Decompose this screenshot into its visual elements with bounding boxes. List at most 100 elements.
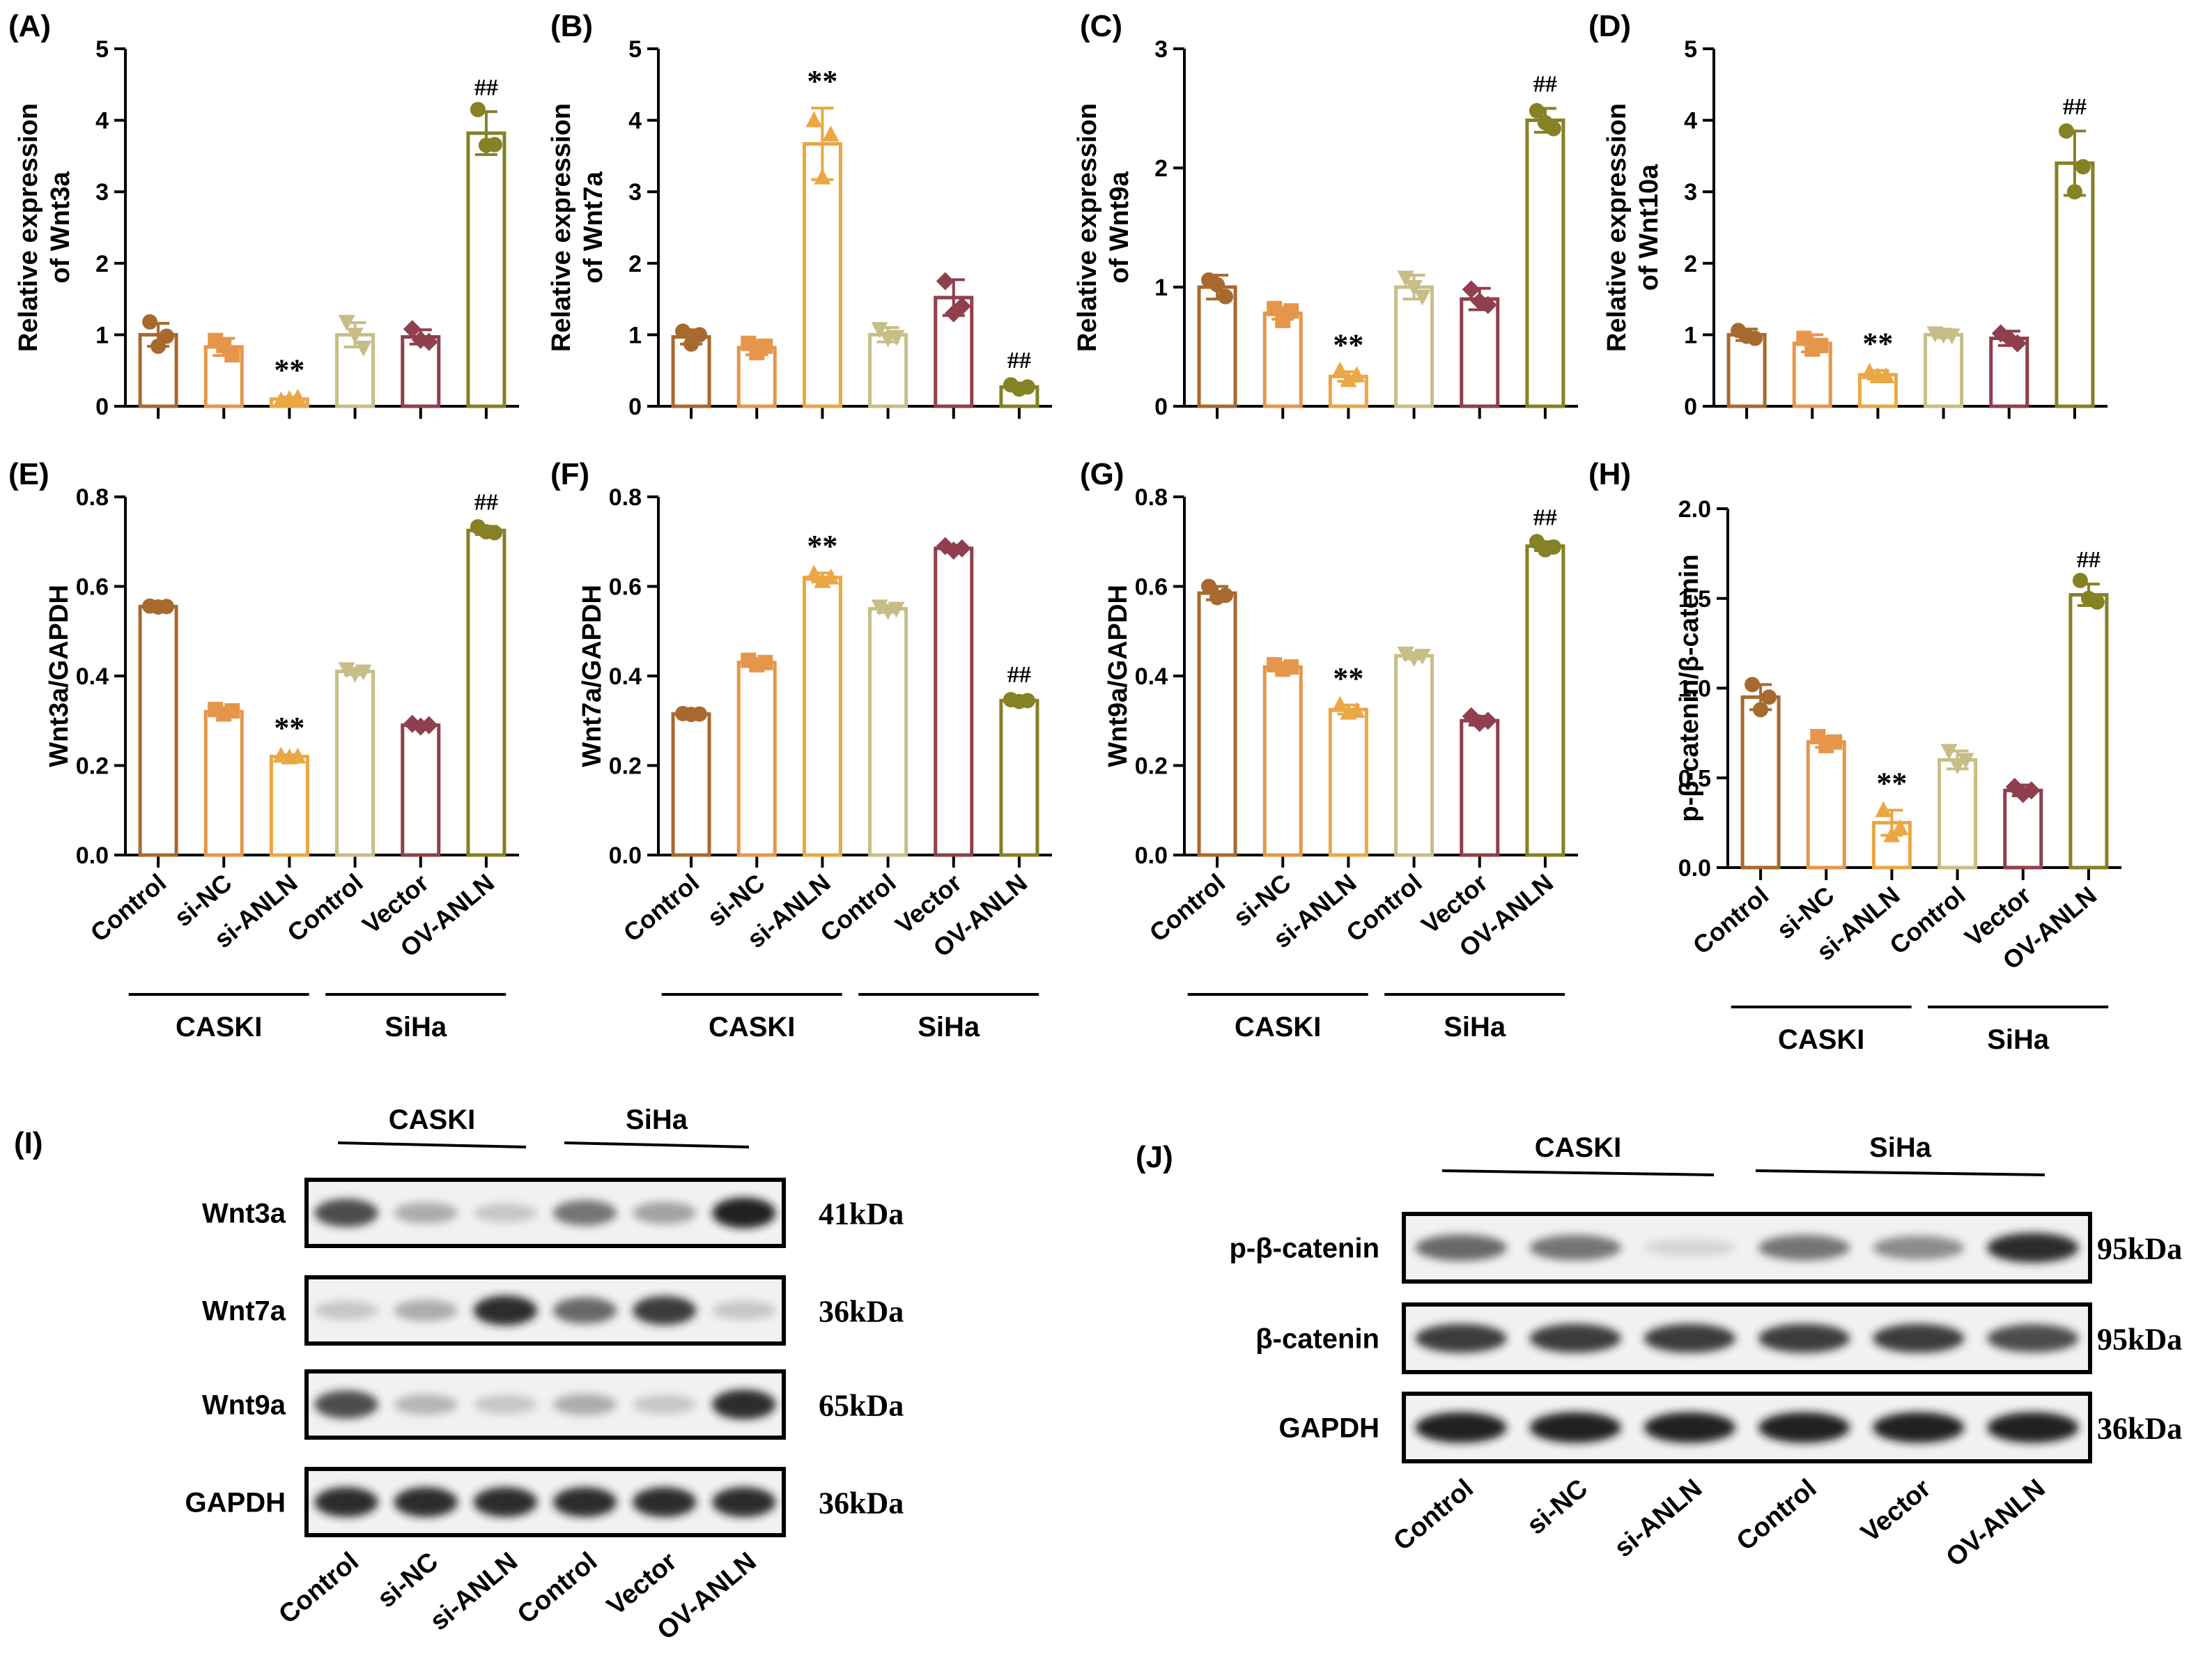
blot-band — [712, 1197, 776, 1229]
significance-hash: ## — [1533, 505, 1557, 530]
data-point — [1940, 744, 1958, 760]
y-tick-label: 3 — [628, 179, 642, 206]
y-axis-label-line: Relative expression — [1602, 103, 1632, 352]
y-tick-label: 2 — [95, 251, 109, 277]
lane-label: Vector — [1856, 1474, 1937, 1548]
bar — [1394, 285, 1434, 408]
y-tick-label: 0.2 — [76, 753, 109, 780]
y-tick-label: 0.8 — [609, 484, 642, 511]
chart-panel-b: (B) 0 1 2 3 4 5 Relative expression of Wnt7a ** ## — [547, 9, 1052, 420]
blot-band — [314, 1199, 378, 1227]
data-point — [1405, 280, 1423, 296]
significance-hash: ## — [1007, 348, 1031, 374]
data-point — [683, 707, 699, 723]
y-tick-label: 1 — [95, 322, 109, 348]
data-point — [1745, 677, 1761, 693]
significance-hash: ## — [474, 75, 498, 100]
y-tick-label: 0 — [628, 394, 642, 420]
data-point — [2080, 590, 2096, 606]
data-point — [1883, 826, 1901, 842]
data-point — [2072, 573, 2088, 588]
data-point — [150, 599, 167, 615]
panel-label: (I) — [14, 1126, 43, 1160]
y-axis-label: Wnt7a/GAPDH — [578, 585, 607, 767]
bar — [1197, 591, 1237, 857]
data-point — [1753, 702, 1769, 718]
bar — [1924, 332, 1964, 408]
group-label: SiHa — [626, 1105, 688, 1135]
blot-band — [394, 1300, 458, 1321]
blot-band — [712, 1390, 776, 1419]
data-point — [1405, 651, 1423, 668]
y-tick-label: 0.6 — [76, 574, 109, 601]
y-tick-label: 0.4 — [609, 663, 642, 690]
blot-band — [552, 1297, 617, 1324]
bar — [138, 604, 178, 857]
lane-label: Control — [1731, 1474, 1822, 1557]
blot-band — [394, 1487, 458, 1517]
data-point — [2066, 184, 2082, 200]
blot-row: Wnt3a 41kDa — [202, 1178, 904, 1248]
data-point — [1739, 328, 1755, 344]
data-point — [478, 524, 494, 540]
y-tick-label: 0 — [1684, 394, 1697, 420]
y-tick-label: 5 — [1684, 36, 1697, 63]
chart-panel-a: (A) 0 1 2 3 4 5 Relative expression of Wnt3a ** ## — [8, 9, 519, 420]
y-tick-label: 0.8 — [1135, 484, 1168, 511]
blot-band — [1987, 1233, 2079, 1263]
blot-row-label: GAPDH — [1279, 1413, 1379, 1444]
data-point — [2000, 329, 2018, 348]
significance-stars: ** — [1333, 328, 1363, 362]
bar — [1806, 740, 1846, 870]
blot-row: GAPDH 36kDa — [185, 1467, 904, 1537]
y-tick-label: 5 — [628, 36, 642, 63]
significance-stars: ** — [1876, 767, 1907, 801]
panel-label: (D) — [1588, 9, 1631, 43]
data-point — [2058, 123, 2074, 139]
blot-row-label: Wnt7a — [202, 1296, 286, 1327]
data-point — [1761, 689, 1777, 705]
y-tick-label: 0.2 — [609, 753, 642, 780]
group-label: CASKI — [1235, 1012, 1321, 1042]
blot-band — [1415, 1412, 1507, 1443]
blot-band — [1529, 1235, 1621, 1261]
data-point — [814, 168, 831, 185]
y-tick-label: 1 — [628, 322, 642, 348]
data-point — [1804, 341, 1820, 357]
bar — [999, 698, 1039, 857]
group-label: SiHa — [385, 1012, 447, 1042]
blot-band — [1643, 1323, 1736, 1353]
data-point — [1201, 578, 1217, 594]
blot-band — [1758, 1412, 1850, 1443]
bar — [1328, 707, 1368, 857]
x-tick-label: Control — [618, 868, 704, 948]
blot-band — [394, 1394, 458, 1415]
panel-label: (A) — [8, 9, 51, 43]
data-point — [2075, 159, 2091, 175]
y-tick-label: 0.8 — [76, 484, 109, 511]
blot-row: p-β-catenin 95kDa — [1229, 1212, 2182, 1284]
data-point — [749, 656, 765, 672]
blot-band — [1758, 1323, 1850, 1353]
panel-label: (B) — [550, 9, 593, 43]
blot-row-label: Wnt3a — [202, 1199, 286, 1229]
x-tick-label: Control — [814, 868, 901, 948]
significance-hash: ## — [1007, 662, 1031, 688]
y-axis-label: Relative expression of Wnt7a — [547, 103, 608, 352]
x-tick-label: Control — [281, 868, 368, 948]
data-point — [1209, 277, 1225, 293]
data-point — [1348, 366, 1366, 383]
data-point — [1275, 312, 1291, 328]
group-label: SiHa — [1444, 1012, 1506, 1042]
data-point — [1462, 280, 1480, 299]
blot-band — [314, 1390, 378, 1419]
blot-frame — [304, 1369, 786, 1440]
bar — [203, 709, 244, 857]
data-point — [1537, 115, 1553, 131]
group-label: CASKI — [1535, 1132, 1621, 1163]
chart-panel-d: (D) 0 1 2 3 4 5 Relative expression of Wnt10a ** #… — [1588, 9, 2107, 420]
lane-label: si-NC — [372, 1547, 444, 1614]
data-point — [1949, 758, 1966, 775]
bar — [934, 546, 974, 857]
